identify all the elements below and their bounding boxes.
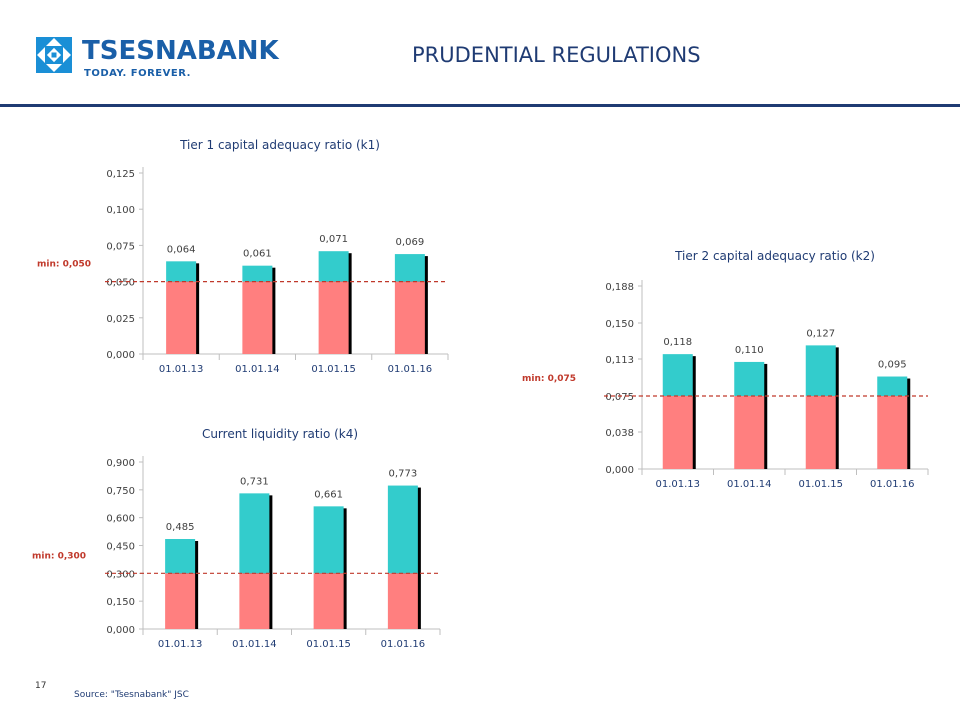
x-tick-label: 01.01.13 (655, 479, 700, 490)
chart-title: Tier 1 capital adequacy ratio (k1) (179, 138, 380, 152)
y-tick-label: 0,188 (605, 282, 634, 293)
x-tick-label: 01.01.13 (159, 364, 204, 375)
bar-value-label: 0,731 (240, 476, 269, 487)
header-divider (0, 104, 960, 107)
y-tick-label: 0,600 (106, 514, 135, 525)
bar-value-label: 0,069 (396, 237, 425, 248)
bar-excess-segment (662, 354, 693, 396)
bar-value-label: 0,773 (389, 469, 418, 480)
bar-minimum-segment (165, 573, 196, 629)
bar-excess-segment (877, 376, 908, 396)
bar-excess-segment (394, 254, 425, 282)
y-tick-label: 0,125 (106, 169, 135, 180)
bar-minimum-segment (242, 281, 273, 354)
x-tick-label: 01.01.14 (232, 639, 277, 650)
bank-logo: TSESNABANK TODAY. FOREVER. (34, 35, 279, 85)
bar-excess-segment (805, 345, 836, 396)
bar-minimum-segment (166, 281, 197, 354)
bar-excess-segment (313, 506, 344, 574)
bar-minimum-segment (805, 395, 836, 469)
y-tick-label: 0,150 (106, 597, 135, 608)
x-tick-label: 01.01.13 (158, 639, 203, 650)
bar-minimum-segment (734, 395, 765, 469)
bar-minimum-segment (313, 573, 344, 629)
y-tick-label: 0,000 (106, 350, 135, 361)
bar-value-label: 0,127 (806, 328, 835, 339)
bar-minimum-segment (387, 573, 418, 629)
bar-value-label: 0,061 (243, 249, 272, 260)
bar-excess-segment (239, 493, 270, 574)
x-tick-label: 01.01.14 (235, 364, 280, 375)
y-tick-label: 0,450 (106, 542, 135, 553)
y-tick-label: 0,300 (106, 569, 135, 580)
page-title: PRUDENTIAL REGULATIONS (412, 43, 701, 67)
y-tick-label: 0,900 (106, 458, 135, 469)
bar-excess-segment (166, 261, 197, 282)
bar-value-label: 0,661 (314, 489, 343, 500)
bar-value-label: 0,071 (319, 234, 348, 245)
chart-tier1-capital-adequacy: Tier 1 capital adequacy ratio (k1) 0,000 0… (37, 138, 449, 375)
bar-value-label: 0,485 (166, 522, 195, 533)
bar-minimum-segment (394, 281, 425, 354)
x-tick-label: 01.01.16 (870, 479, 915, 490)
y-tick-label: 0,075 (605, 392, 634, 403)
logo-emblem-icon (36, 37, 72, 73)
bar-excess-segment (242, 265, 273, 282)
bar-value-label: 0,110 (735, 345, 764, 356)
bar-value-label: 0,118 (663, 337, 692, 348)
x-tick-label: 01.01.15 (311, 364, 356, 375)
bar-value-label: 0,064 (167, 244, 196, 255)
bar-excess-segment (318, 251, 349, 282)
bar-minimum-segment (239, 573, 270, 629)
bar-value-label: 0,095 (878, 360, 907, 371)
bar-minimum-segment (318, 281, 349, 354)
bar-minimum-segment (662, 395, 693, 469)
chart-current-liquidity: Current liquidity ratio (k4) 0,000 0,150 0,… (32, 427, 441, 650)
y-tick-label: 0,000 (605, 465, 634, 476)
y-tick-label: 0,150 (605, 319, 634, 330)
y-tick-label: 0,075 (106, 241, 135, 252)
minimum-threshold-label: min: 0,300 (32, 551, 86, 561)
brand-name: TSESNABANK (82, 36, 279, 66)
brand-tagline: TODAY. FOREVER. (84, 68, 191, 79)
chart-title: Tier 2 capital adequacy ratio (k2) (674, 249, 875, 263)
source-note: Source: "Tsesnabank" JSC (74, 690, 189, 700)
y-tick-label: 0,050 (106, 278, 135, 289)
x-tick-label: 01.01.15 (306, 639, 351, 650)
chart-tier2-capital-adequacy: Tier 2 capital adequacy ratio (k2) 0,000 0… (522, 249, 929, 490)
x-tick-label: 01.01.16 (388, 364, 433, 375)
chart-title: Current liquidity ratio (k4) (202, 427, 358, 441)
page-number: 17 (35, 681, 47, 691)
y-tick-label: 0,038 (605, 428, 634, 439)
x-tick-label: 01.01.16 (381, 639, 426, 650)
y-tick-label: 0,750 (106, 486, 135, 497)
y-tick-label: 0,025 (106, 314, 135, 325)
bar-excess-segment (734, 361, 765, 396)
x-tick-label: 01.01.14 (727, 479, 772, 490)
y-tick-label: 0,100 (106, 205, 135, 216)
minimum-threshold-label: min: 0,050 (37, 260, 91, 270)
bar-excess-segment (165, 539, 196, 574)
bar-excess-segment (387, 485, 418, 574)
bar-minimum-segment (877, 395, 908, 469)
y-tick-label: 0,000 (106, 625, 135, 636)
y-tick-label: 0,113 (605, 355, 634, 366)
x-tick-label: 01.01.15 (798, 479, 843, 490)
minimum-threshold-label: min: 0,075 (522, 374, 576, 384)
